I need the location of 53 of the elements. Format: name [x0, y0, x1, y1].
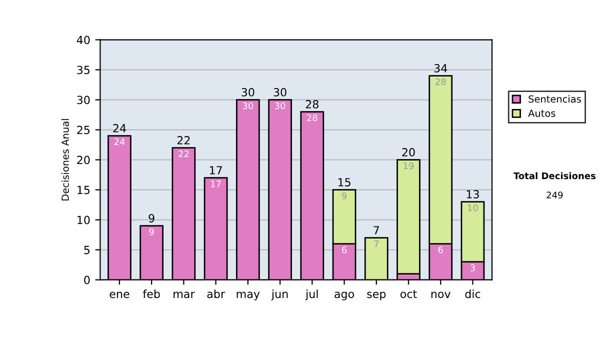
data-label: 6 — [438, 246, 443, 254]
x-tick-label: may — [236, 292, 260, 300]
text: Total Decisiones — [514, 172, 596, 180]
legend-label: Sentencias — [528, 95, 581, 103]
y-axis-title: Decisiones Anual — [61, 119, 69, 200]
y-tick-label: 15 — [78, 186, 90, 194]
legend-label: Autos — [528, 110, 556, 117]
total-label: 7 — [374, 226, 379, 234]
total-label: 15 — [338, 178, 350, 186]
data-label: 30 — [242, 102, 254, 110]
data-label: 6 — [342, 246, 347, 254]
total-label: 34 — [434, 64, 448, 72]
y-tick-label: 25 — [77, 126, 90, 134]
x-tick-label: jul — [305, 290, 318, 300]
data-label: 19 — [404, 162, 414, 170]
total-label: 22 — [177, 136, 190, 144]
total-label: 30 — [274, 88, 286, 96]
y-tick-label: 0 — [84, 276, 90, 284]
y-tick-label: 5 — [84, 246, 90, 254]
x-tick-label: dic — [465, 290, 480, 298]
data-label: 9 — [149, 228, 154, 236]
total-label: 24 — [113, 124, 126, 132]
x-tick-label: sep — [367, 292, 386, 300]
data-label: 28 — [307, 114, 318, 122]
x-tick-label: mar — [174, 292, 195, 298]
x-tick-label: nov — [431, 292, 450, 298]
x-tick-label: abr — [207, 290, 226, 298]
y-tick-label: 40 — [76, 36, 90, 44]
data-label: 3 — [470, 264, 475, 272]
y-tick-label: 30 — [77, 96, 90, 104]
total-label: 13 — [466, 190, 479, 198]
data-label: 22 — [178, 150, 189, 158]
x-tick-label: ago — [334, 292, 354, 300]
total-label: 28 — [306, 100, 318, 108]
x-tick-label: oct — [400, 290, 417, 298]
data-label: 24 — [114, 138, 125, 146]
y-tick-label: 20 — [77, 156, 90, 164]
y-tick-label: 35 — [77, 66, 90, 74]
data-label: 17 — [211, 180, 221, 188]
y-tick-label: 10 — [78, 216, 90, 224]
total-label: 20 — [402, 148, 415, 156]
total-label: 17 — [210, 166, 222, 174]
x-tick-label: feb — [142, 290, 160, 298]
data-label: 30 — [274, 102, 286, 110]
total-label: 9 — [148, 214, 154, 222]
x-tick-label: ene — [110, 292, 130, 298]
total-label: 30 — [242, 88, 254, 96]
data-label: 7 — [374, 240, 378, 248]
x-tick-label: jun — [271, 290, 288, 300]
data-label: 28 — [436, 78, 446, 86]
data-label: 10 — [468, 204, 478, 212]
data-label: 9 — [342, 192, 347, 200]
text: 249 — [546, 192, 563, 198]
